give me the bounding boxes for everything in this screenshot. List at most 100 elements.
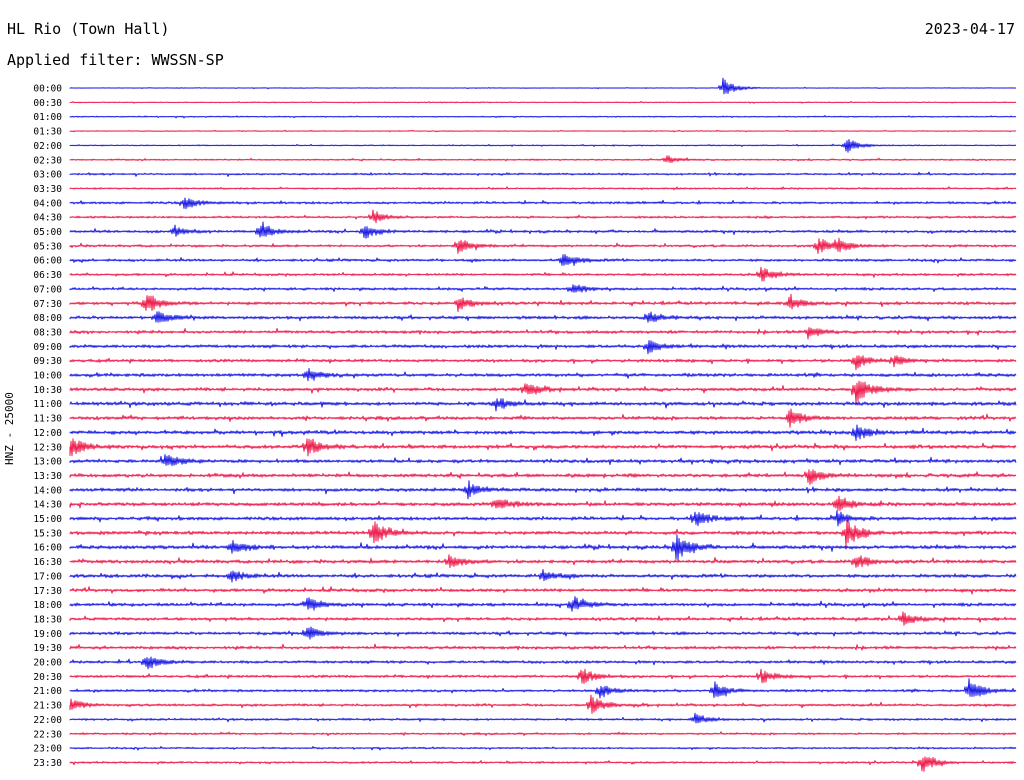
seismogram-trace-2100 <box>69 678 1017 699</box>
seismogram-trace-0600 <box>69 253 1017 266</box>
time-tick-label: 02:30 <box>33 155 62 166</box>
seismogram-trace-0800 <box>69 311 1017 323</box>
seismogram-trace-1000 <box>69 368 1017 382</box>
date-label: 2023-04-17 <box>924 20 1015 38</box>
time-tick-label: 19:00 <box>33 629 62 640</box>
seismogram-trace-0930 <box>69 355 1017 371</box>
time-tick-label: 12:30 <box>33 442 62 453</box>
seismogram-trace-0400 <box>69 197 1017 210</box>
time-tick-label: 20:00 <box>33 658 62 669</box>
seismogram-trace-1100 <box>69 398 1017 412</box>
seismogram-trace-2030 <box>69 668 1017 685</box>
seismogram-trace-0130 <box>69 129 1017 133</box>
seismogram-trace-2130 <box>69 694 1017 714</box>
seismogram-trace-1130 <box>69 408 1017 428</box>
time-tick-label: 05:30 <box>33 241 62 252</box>
time-tick-label: 06:00 <box>33 256 62 267</box>
time-tick-label: 14:00 <box>33 485 62 496</box>
seismogram-trace-1400 <box>69 480 1017 500</box>
seismogram-trace-0030 <box>69 100 1017 104</box>
time-tick-label: 18:00 <box>33 600 62 611</box>
seismogram-trace-1500 <box>69 510 1017 527</box>
station-title: HL Rio (Town Hall) <box>7 20 170 38</box>
time-tick-label: 16:00 <box>33 543 62 554</box>
time-tick-label: 16:30 <box>33 557 62 568</box>
seismogram-trace-0000 <box>69 77 1017 95</box>
time-tick-label: 22:00 <box>33 715 62 726</box>
time-tick-label: 03:30 <box>33 184 62 195</box>
seismogram-trace-1230 <box>69 438 1017 457</box>
seismogram-trace-1830 <box>69 611 1017 626</box>
seismogram-trace-0230 <box>69 155 1017 163</box>
time-tick-label: 08:00 <box>33 313 62 324</box>
time-tick-label: 14:30 <box>33 500 62 511</box>
seismogram-trace-2300 <box>69 746 1017 751</box>
time-tick-label: 02:00 <box>33 141 62 152</box>
seismogram-trace-1900 <box>69 626 1017 640</box>
time-tick-label: 12:00 <box>33 428 62 439</box>
seismogram-trace-0200 <box>69 139 1017 153</box>
seismogram-trace-0830 <box>69 327 1017 340</box>
time-tick-label: 20:30 <box>33 672 62 683</box>
seismogram-trace-0300 <box>69 171 1017 177</box>
seismogram-trace-0500 <box>69 221 1017 239</box>
time-tick-label: 17:30 <box>33 586 62 597</box>
seismogram-trace-2230 <box>69 731 1017 737</box>
seismogram-trace-1800 <box>69 596 1017 612</box>
time-tick-label: 06:30 <box>33 270 62 281</box>
time-tick-label: 03:00 <box>33 170 62 181</box>
time-tick-label: 07:30 <box>33 299 62 310</box>
time-tick-label: 17:00 <box>33 571 62 582</box>
seismogram-trace-0630 <box>69 266 1017 282</box>
filter-label: Applied filter: WWSSN-SP <box>7 51 224 69</box>
time-tick-label: 00:00 <box>33 84 62 95</box>
seismogram-trace-1730 <box>69 586 1017 595</box>
time-tick-label: 04:30 <box>33 213 62 224</box>
time-tick-label: 19:30 <box>33 643 62 654</box>
time-tick-label: 13:30 <box>33 471 62 482</box>
time-tick-label: 23:30 <box>33 758 62 769</box>
time-tick-label: 00:30 <box>33 98 62 109</box>
time-tick-label: 01:30 <box>33 127 62 138</box>
seismogram-trace-2330 <box>69 756 1017 772</box>
time-tick-label: 13:00 <box>33 457 62 468</box>
seismogram-trace-0100 <box>69 115 1017 119</box>
time-tick-label: 05:00 <box>33 227 62 238</box>
time-tick-label: 21:30 <box>33 701 62 712</box>
seismogram-trace-0530 <box>69 237 1017 254</box>
time-tick-label: 18:30 <box>33 614 62 625</box>
seismogram-trace-2000 <box>69 656 1017 670</box>
seismogram-trace-0330 <box>69 186 1017 191</box>
time-tick-label: 15:30 <box>33 528 62 539</box>
time-tick-label: 09:30 <box>33 356 62 367</box>
seismogram-trace-1700 <box>69 569 1017 583</box>
time-tick-label: 22:30 <box>33 729 62 740</box>
time-tick-label: 21:00 <box>33 686 62 697</box>
seismogram-trace-1600 <box>69 534 1017 561</box>
time-tick-label: 04:00 <box>33 198 62 209</box>
time-tick-label: 15:00 <box>33 514 62 525</box>
time-tick-label: 11:00 <box>33 399 62 410</box>
time-tick-label: 08:30 <box>33 327 62 338</box>
seismogram-trace-0900 <box>69 340 1017 355</box>
seismogram-trace-1030 <box>69 380 1017 405</box>
time-tick-label: 23:00 <box>33 744 62 755</box>
time-tick-label: 01:00 <box>33 112 62 123</box>
time-tick-label: 10:00 <box>33 371 62 382</box>
seismogram-trace-1430 <box>69 495 1017 511</box>
seismogram-trace-1930 <box>69 643 1017 651</box>
time-tick-label: 11:30 <box>33 414 62 425</box>
seismogram-trace-0700 <box>69 284 1017 293</box>
seismogram-trace-2200 <box>69 712 1017 724</box>
time-tick-label: 10:30 <box>33 385 62 396</box>
seismogram-trace-0730 <box>69 293 1017 313</box>
seismogram-trace-1530 <box>69 519 1017 548</box>
seismogram-trace-1300 <box>69 454 1017 467</box>
seismogram-trace-1630 <box>69 554 1017 569</box>
time-tick-label: 09:00 <box>33 342 62 353</box>
seismogram-trace-0430 <box>69 209 1017 224</box>
seismogram-trace-1330 <box>69 469 1017 485</box>
time-tick-label: 07:00 <box>33 284 62 295</box>
